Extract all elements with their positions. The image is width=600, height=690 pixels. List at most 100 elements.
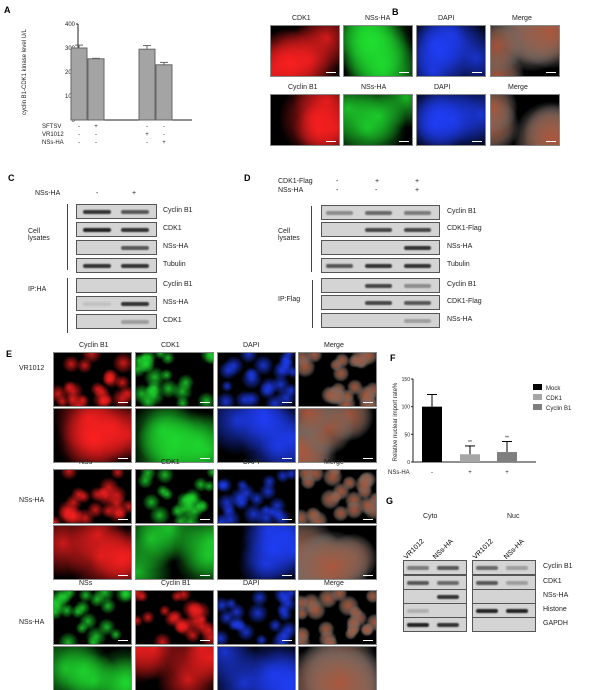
- band: [83, 302, 111, 306]
- group-label: Cell lysates: [278, 228, 300, 242]
- y-tick-label: 300: [65, 46, 76, 52]
- sign: -: [78, 140, 80, 146]
- microscopy-image: [298, 525, 377, 580]
- blot-label: Tubulin: [447, 261, 470, 268]
- blot-strip: [76, 314, 157, 329]
- legend-swatch: [533, 394, 542, 400]
- band: [404, 228, 432, 232]
- panel-label-f: F: [390, 353, 396, 363]
- image-title: Merge: [508, 84, 528, 91]
- image-title: DAPI: [438, 15, 455, 22]
- blot-label: CDK1: [163, 225, 182, 232]
- condition-label: VR1012: [42, 132, 64, 138]
- treatment-label: NSs-HA: [278, 187, 304, 194]
- scale-bar: [363, 402, 373, 403]
- band: [404, 211, 432, 215]
- bar: [460, 454, 480, 462]
- treatment-label: NSs-HA: [35, 190, 61, 197]
- condition-label: NSs-HA: [42, 140, 64, 146]
- y-tick-label: 100: [402, 405, 411, 411]
- panel-label-b: B: [392, 7, 399, 17]
- y-tick-label: 150: [402, 377, 411, 383]
- blot-strip: [472, 589, 536, 604]
- blot-strip: [76, 296, 157, 311]
- legend-label: CDK1: [546, 396, 563, 402]
- group-label: IP:HA: [28, 286, 47, 293]
- y-tick-label: 100: [65, 94, 76, 100]
- significance-mark: **: [468, 440, 472, 446]
- blot-label: Cyclin B1: [543, 563, 573, 570]
- blot-label: CDK1-Flag: [447, 298, 482, 305]
- scale-bar: [118, 519, 128, 520]
- band: [365, 284, 393, 288]
- row-label: NSs-HA: [19, 497, 45, 504]
- blot-label: NSs-HA: [163, 243, 189, 250]
- y-axis-label: Relative nuclear import rate%: [393, 382, 399, 461]
- blot-label: NSs-HA: [447, 316, 473, 323]
- blot-strip: [76, 278, 157, 293]
- microscopy-image: [343, 94, 413, 146]
- panel-label-g: G: [386, 496, 394, 506]
- band: [121, 210, 149, 214]
- sign: -: [336, 187, 339, 194]
- scale-bar: [200, 640, 210, 641]
- blot-strip: [321, 295, 440, 310]
- blot-strip: [321, 313, 440, 328]
- panel-label-c: C: [8, 173, 15, 183]
- sign: +: [415, 178, 420, 185]
- microscopy-image: [53, 590, 132, 645]
- band: [121, 228, 149, 232]
- band: [365, 228, 393, 232]
- band: [476, 581, 498, 585]
- scale-bar: [546, 141, 556, 142]
- bar: [138, 48, 156, 121]
- band: [326, 264, 354, 268]
- band: [326, 211, 354, 215]
- scale-bar: [282, 575, 292, 576]
- blot-label: Histone: [543, 606, 567, 613]
- band: [365, 211, 393, 215]
- microscopy-image: [270, 25, 340, 77]
- scale-bar: [200, 402, 210, 403]
- blot-strip: [403, 603, 467, 618]
- y-tick-label: 200: [65, 70, 76, 76]
- band: [365, 264, 393, 268]
- bar: [87, 58, 105, 121]
- sign: -: [78, 132, 80, 138]
- band: [121, 302, 149, 306]
- microscopy-image: [416, 94, 486, 146]
- blot-strip: [321, 205, 440, 220]
- scale-bar: [363, 458, 373, 459]
- scale-bar: [118, 402, 128, 403]
- microscopy-image: [298, 352, 377, 407]
- scale-bar: [546, 72, 556, 73]
- blot-strip: [76, 204, 157, 219]
- microscopy-image: [270, 94, 340, 146]
- band: [437, 595, 459, 599]
- image-title: NSs-HA: [365, 15, 391, 22]
- y-tick-label: 0: [72, 118, 76, 124]
- scale-bar: [363, 575, 373, 576]
- sign: +: [162, 140, 166, 146]
- panel-label-d: D: [244, 173, 251, 183]
- fraction-label: Cyto: [423, 513, 438, 520]
- bar: [497, 452, 517, 462]
- band: [407, 581, 429, 585]
- image-title: Cyclin B1: [161, 580, 191, 587]
- blot-strip: [472, 575, 536, 590]
- condition-label: SFTSV: [42, 124, 61, 130]
- band: [121, 264, 149, 268]
- band: [404, 284, 432, 288]
- blot-strip: [403, 589, 467, 604]
- blot-label: Cyclin B1: [447, 281, 477, 288]
- image-title: Merge: [324, 342, 344, 349]
- blot-label: Tubulin: [163, 261, 186, 268]
- band: [506, 581, 528, 585]
- image-title: NSs-HA: [361, 84, 387, 91]
- row-label: VR1012: [19, 365, 45, 372]
- lane-label: NSs-HA: [432, 538, 455, 561]
- blot-strip: [472, 560, 536, 575]
- microscopy-image: [298, 469, 377, 524]
- y-tick-label: 0: [407, 460, 410, 466]
